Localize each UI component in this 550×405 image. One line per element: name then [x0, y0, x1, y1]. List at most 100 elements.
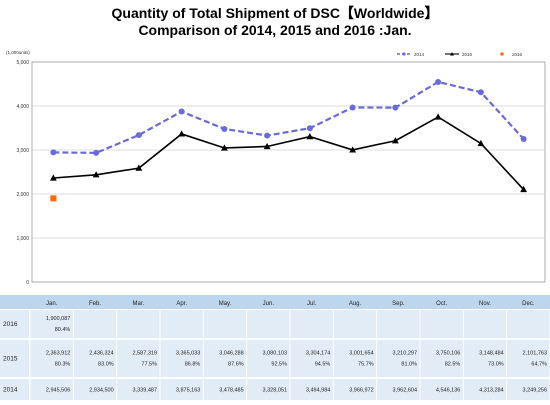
legend-label-2014: 2014	[414, 52, 425, 57]
table-cell-bg	[377, 310, 420, 338]
table-value-cell: 3,962,604	[393, 388, 417, 394]
table-header-cell: Jan.	[46, 301, 58, 307]
table-value-cell: 3,046,288	[219, 351, 243, 357]
legend-label-2015: 2015	[462, 52, 473, 57]
table-pct-cell: 73.0%	[488, 362, 504, 368]
table-cell-bg	[117, 340, 160, 377]
data-point-2014	[50, 149, 57, 156]
table-cell-bg	[463, 340, 507, 377]
table-row-label: 2015	[3, 356, 18, 363]
table-header-cell: Feb.	[89, 301, 101, 307]
table-header-cell: Jun.	[263, 301, 275, 307]
data-point-2015	[178, 130, 186, 137]
table-cell-bg	[377, 340, 420, 377]
data-point-2014	[477, 89, 484, 96]
table-value-cell: 3,875,163	[176, 388, 200, 394]
table-value-cell: 1,900,087	[46, 316, 70, 322]
data-point-2015	[306, 133, 314, 140]
table-cell-bg	[507, 340, 550, 377]
table-value-cell: 3,478,485	[219, 388, 243, 394]
series-line-2015	[53, 116, 525, 191]
table-header-cell: May.	[219, 301, 232, 307]
table-pct-cell: 92.5%	[271, 362, 287, 368]
legend-marker-2015	[450, 52, 454, 56]
table-cell-bg	[463, 379, 507, 400]
table-cell-bg	[203, 379, 247, 400]
table-cell-bg	[203, 340, 247, 377]
data-point-2014	[349, 104, 356, 111]
table-pct-cell: 82.5%	[445, 362, 461, 368]
legend-label-2016: 2016	[512, 52, 523, 57]
table-pct-cell: 77.5%	[141, 362, 157, 368]
data-point-2015	[135, 164, 143, 171]
table-cell-bg	[420, 379, 463, 400]
data-point-2015	[520, 185, 528, 193]
table-header-cell: Nov.	[479, 301, 491, 307]
table-cell-bg	[420, 340, 463, 377]
data-point-2015	[349, 146, 357, 153]
data-point-2015	[220, 144, 228, 151]
table-value-cell: 3,210,297	[393, 351, 417, 357]
table-value-cell: 2,934,500	[89, 388, 113, 394]
legend-marker-2014	[402, 52, 406, 56]
table-header-cell: Aug.	[349, 301, 362, 307]
table-value-cell: 3,966,972	[349, 388, 373, 394]
table-pct-cell: 87.6%	[228, 362, 244, 368]
table-cell-bg	[160, 379, 203, 400]
data-table: Jan. Feb. Mar. Apr. May. Jun. Jul. Aug. Sep. Oct.…	[0, 295, 550, 400]
table-value-cell: 3,080,103	[263, 351, 287, 357]
data-point-2014	[392, 104, 399, 111]
table-cell-bg	[30, 340, 73, 377]
table-cell-bg	[420, 310, 463, 338]
table-cell-bg	[247, 379, 290, 400]
data-point-2015	[49, 174, 57, 181]
data-point-2015	[263, 142, 271, 150]
table-row-label-bg	[0, 310, 29, 338]
table-value-cell: 3,148,484	[479, 351, 503, 357]
table-cell-bg	[290, 379, 333, 400]
table-header-cell: Jul.	[307, 301, 317, 307]
table-header-cell: Oct.	[436, 301, 447, 307]
table-cell-bg	[290, 310, 333, 338]
table-pct-cell: 80.3%	[55, 362, 71, 368]
table-row-label: 2014	[3, 387, 18, 394]
table-cell-bg	[463, 310, 507, 338]
table-cell-bg	[203, 310, 247, 338]
table-cell-bg	[160, 310, 203, 338]
table-cell-bg	[333, 340, 377, 377]
table-value-cell: 2,436,324	[89, 351, 113, 357]
table-value-cell: 3,328,051	[263, 388, 287, 394]
table-cell-bg	[160, 340, 203, 377]
data-point-2015	[434, 113, 442, 120]
table-row-label-bg	[0, 340, 29, 377]
table-pct-cell: 75.7%	[358, 362, 374, 368]
table-cell-bg	[30, 310, 73, 338]
table-cell-bg	[117, 310, 160, 338]
data-point-2014	[264, 132, 271, 139]
data-point-2015	[477, 139, 485, 147]
line-chart: 0 1,000 2,000 3,000 4,000 5,000 (1,000units) 2…	[6, 50, 546, 286]
data-point-2015	[92, 171, 100, 178]
table-row-label-bg	[0, 379, 29, 400]
table-header-cell: Dec.	[522, 301, 535, 307]
data-point-2014	[178, 108, 185, 115]
table-value-cell: 2,363,912	[46, 351, 70, 357]
data-point-2014	[93, 149, 100, 156]
data-point-2014	[435, 78, 442, 85]
table-header-cell: Apr.	[176, 301, 187, 307]
table-cell-bg	[73, 310, 117, 338]
data-point-2014	[520, 136, 527, 143]
table-cell-bg	[73, 340, 117, 377]
table-pct-cell: 64.7%	[531, 362, 547, 368]
table-value-cell: 3,304,174	[306, 351, 330, 357]
table-pct-cell: 83.0%	[98, 362, 114, 368]
table-cell-bg	[30, 379, 73, 400]
table-value-cell: 3,339,487	[133, 388, 157, 394]
table-value-cell: 2,101,763	[523, 351, 547, 357]
table-pct-cell: 86.8%	[185, 362, 201, 368]
table-cell-bg	[247, 310, 290, 338]
table-pct-cell: 81.0%	[401, 362, 417, 368]
y-tick-label: 2,000	[16, 192, 29, 198]
table-value-cell: 3,494,984	[306, 388, 330, 394]
table-cell-bg	[247, 340, 290, 377]
